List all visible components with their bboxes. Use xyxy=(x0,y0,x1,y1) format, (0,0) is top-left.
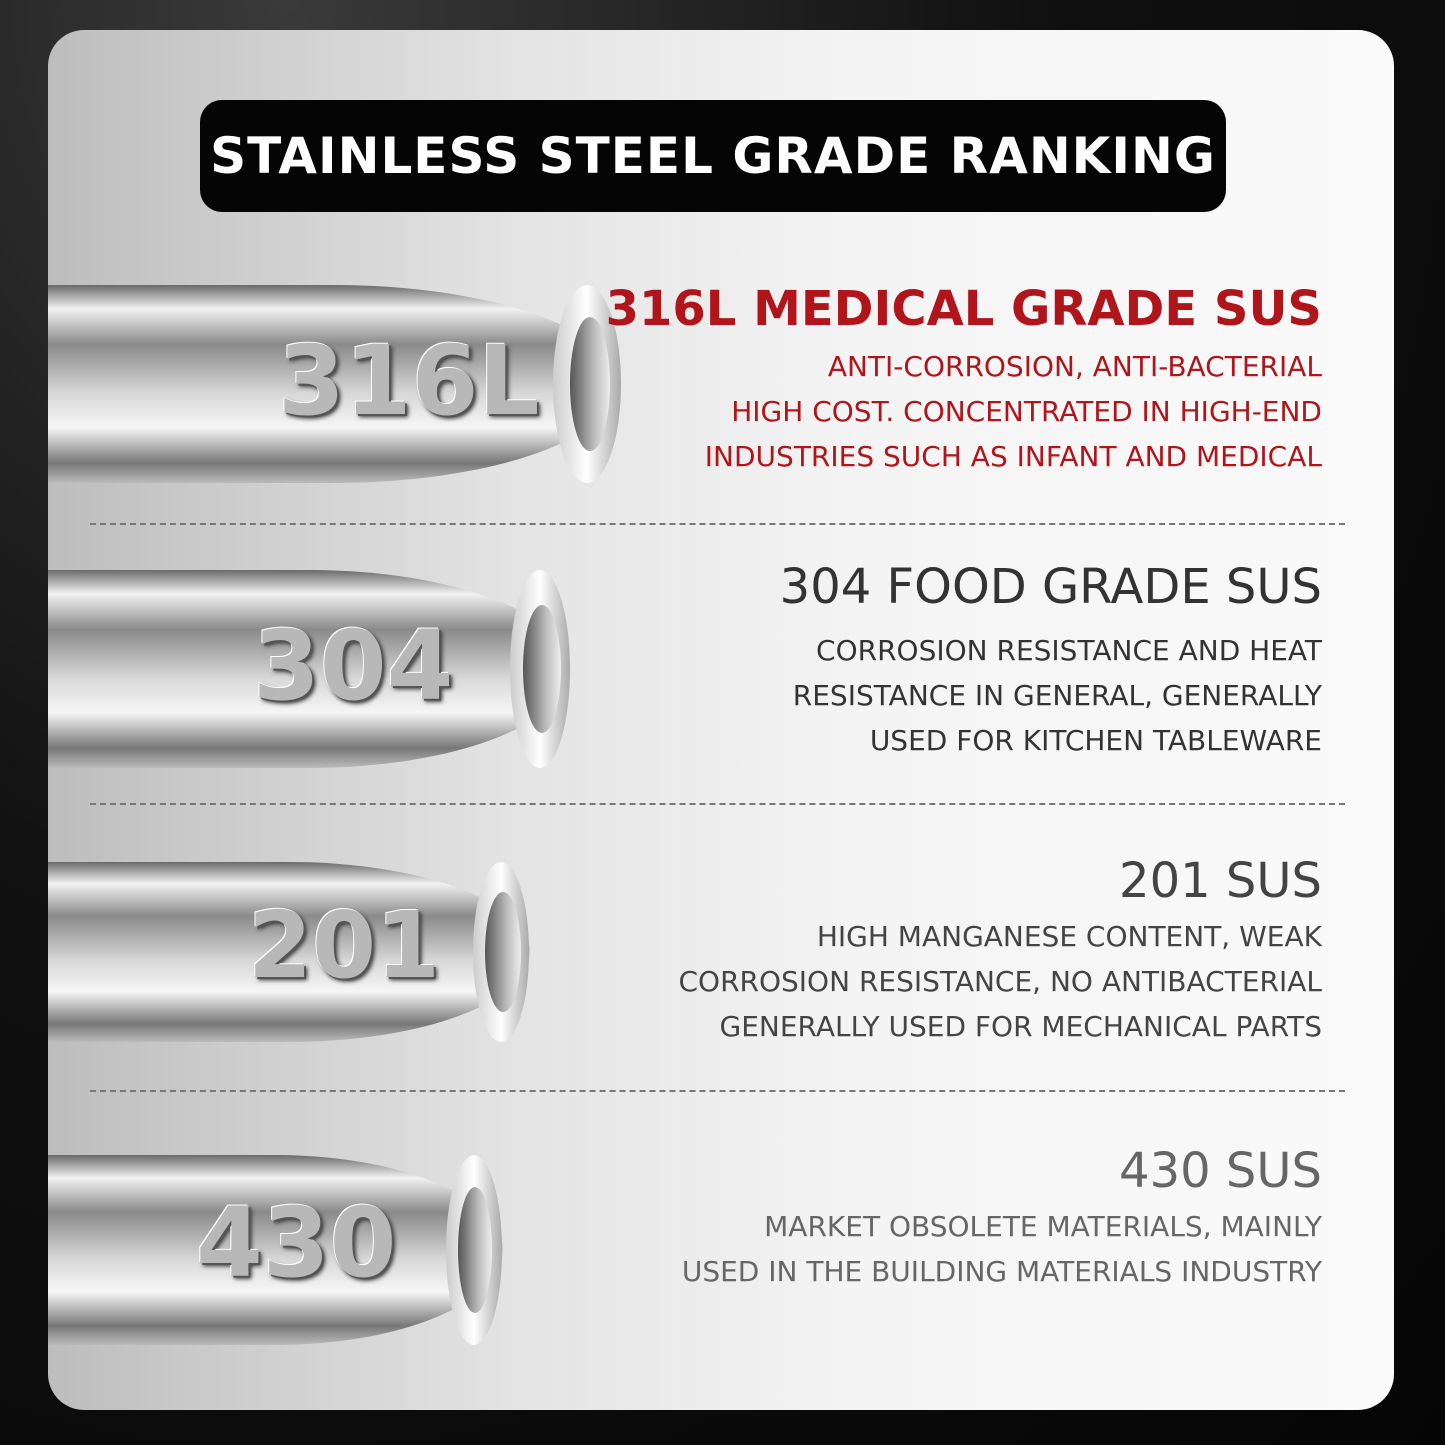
tube-label: 201 xyxy=(248,892,441,999)
grade-desc-line: HIGH COST. CONCENTRATED IN HIGH-END xyxy=(731,395,1322,428)
grade-desc-line: MARKET OBSOLETE MATERIALS, MAINLY xyxy=(764,1210,1322,1243)
infographic-card: STAINLESS STEEL GRADE RANKING 316L 316L … xyxy=(48,30,1394,1410)
grade-section-304: 304 FOOD GRADE SUS CORROSION RESISTANCE … xyxy=(780,558,1322,763)
grade-desc-line: CORROSION RESISTANCE AND HEAT xyxy=(816,634,1322,667)
tube-201: 201 xyxy=(48,862,530,1042)
tube-430: 430 xyxy=(48,1155,503,1345)
grade-desc-line: CORROSION RESISTANCE, NO ANTIBACTERIAL xyxy=(678,965,1322,998)
grade-desc-line: INDUSTRIES SUCH AS INFANT AND MEDICAL xyxy=(704,440,1322,473)
divider xyxy=(90,1090,1345,1092)
grade-section-316l: 316L MEDICAL GRADE SUS ANTI-CORROSION, A… xyxy=(606,280,1322,479)
grade-heading: 201 SUS xyxy=(1119,853,1322,909)
page-title: STAINLESS STEEL GRADE RANKING xyxy=(200,100,1226,212)
divider xyxy=(90,803,1345,805)
grade-heading: 316L MEDICAL GRADE SUS xyxy=(605,281,1322,337)
tube-label: 430 xyxy=(196,1187,397,1299)
divider xyxy=(90,523,1345,525)
tube-304: 304 xyxy=(48,570,570,768)
tube-316l: 316L xyxy=(48,285,621,483)
grade-heading: 304 FOOD GRADE SUS xyxy=(779,559,1322,615)
tube-label: 304 xyxy=(253,610,454,722)
grade-heading: 430 SUS xyxy=(1119,1143,1322,1199)
grade-section-430: 430 SUS MARKET OBSOLETE MATERIALS, MAINL… xyxy=(682,1142,1322,1294)
grade-desc-line: USED IN THE BUILDING MATERIALS INDUSTRY xyxy=(681,1255,1322,1288)
grade-desc-line: ANTI-CORROSION, ANTI-BACTERIAL xyxy=(827,350,1322,383)
grade-desc-line: GENERALLY USED FOR MECHANICAL PARTS xyxy=(719,1010,1322,1043)
grade-section-201: 201 SUS HIGH MANGANESE CONTENT, WEAK COR… xyxy=(678,852,1322,1049)
grade-desc-line: RESISTANCE IN GENERAL, GENERALLY xyxy=(792,679,1322,712)
grade-desc-line: USED FOR KITCHEN TABLEWARE xyxy=(869,724,1322,757)
tube-label: 316L xyxy=(278,325,540,437)
grade-desc-line: HIGH MANGANESE CONTENT, WEAK xyxy=(816,920,1322,953)
